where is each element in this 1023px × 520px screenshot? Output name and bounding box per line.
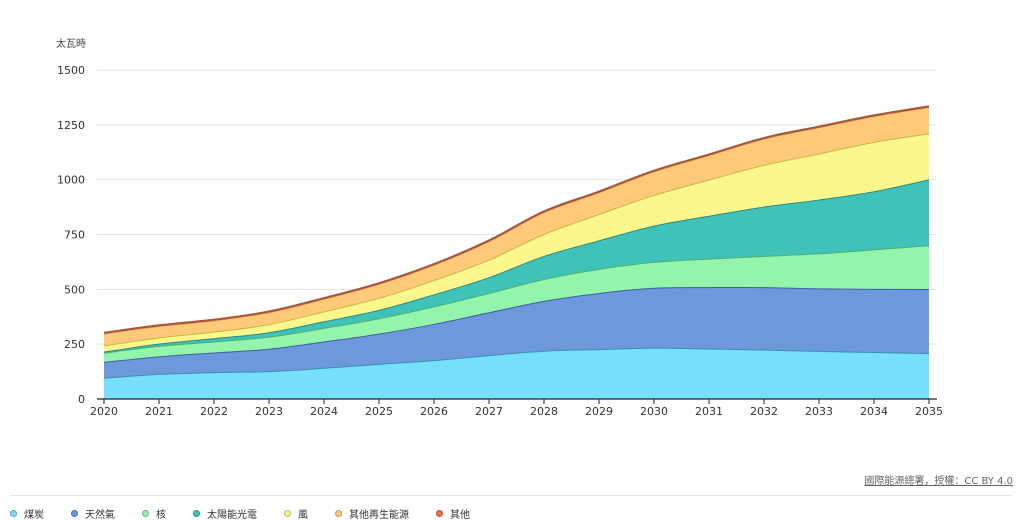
x-tick-label: 2034 (860, 405, 888, 418)
line-series-1 (103, 286, 930, 363)
x-tick-label: 2022 (200, 405, 228, 418)
x-tick-label: 2023 (255, 405, 283, 418)
x-tick-label: 2035 (915, 405, 943, 418)
legend-swatch (10, 510, 17, 517)
area-series-5[interactable] (104, 107, 929, 346)
source-link[interactable]: 國際能源總署，授權：CC BY 4.0 (864, 476, 1013, 487)
legend-swatch (284, 510, 291, 517)
legend-label: 核 (156, 510, 166, 520)
axes: 0 250 500 750 1000 1250 1500 2020 2021 2022 2023 20… (57, 64, 943, 418)
x-tick-label: 2025 (365, 405, 393, 418)
legend-swatch (142, 510, 149, 517)
legend-swatch (193, 510, 200, 517)
x-tick-label: 2030 (640, 405, 668, 418)
legend-swatch (71, 510, 78, 517)
legend-item[interactable]: 煤炭 (10, 506, 44, 520)
legend-item[interactable]: 風 (284, 506, 308, 520)
x-tick-label: 2033 (805, 405, 833, 418)
y-tick-label: 1500 (57, 64, 85, 77)
area-series-1[interactable] (104, 287, 929, 379)
legend: 煤炭 天然氣 核 太陽能光電 風 其他再生能源 其他 (10, 506, 497, 520)
legend-label: 煤炭 (24, 510, 44, 520)
y-tick-label: 1250 (57, 119, 85, 132)
legend-label: 風 (298, 510, 308, 520)
x-tick-label: 2024 (310, 405, 338, 418)
legend-label: 其他再生能源 (349, 510, 409, 520)
area-series-3[interactable] (104, 179, 929, 354)
legend-label: 天然氣 (85, 510, 115, 520)
legend-item[interactable]: 天然氣 (71, 506, 115, 520)
legend-label: 其他 (450, 510, 470, 520)
x-tick-label: 2029 (585, 405, 613, 418)
area-series-0[interactable] (104, 348, 929, 399)
x-tick-label: 2027 (475, 405, 503, 418)
y-axis-unit-label: 太瓦時 (56, 37, 86, 50)
y-tick-label: 500 (64, 283, 85, 296)
legend-item[interactable]: 其他 (436, 506, 470, 520)
area-series-2[interactable] (104, 245, 929, 363)
line-series-3 (103, 179, 930, 353)
x-tick-label: 2028 (530, 405, 558, 418)
x-tick-label: 2031 (695, 405, 723, 418)
y-tick-label: 1000 (57, 174, 85, 187)
legend-swatch (335, 510, 342, 517)
line-series-2 (103, 245, 930, 354)
line-series-6 (103, 105, 930, 334)
legend-item[interactable]: 太陽能光電 (193, 506, 257, 520)
x-tick-label: 2026 (420, 405, 448, 418)
y-tick-label: 250 (64, 338, 85, 351)
legend-divider (10, 495, 1013, 496)
line-series-4 (103, 133, 930, 347)
legend-swatch (436, 510, 443, 517)
x-tick-label: 2032 (750, 405, 778, 418)
area-series-4[interactable] (104, 133, 929, 353)
x-tick-label: 2020 (90, 405, 118, 418)
y-tick-label: 0 (78, 393, 85, 406)
legend-item[interactable]: 核 (142, 506, 166, 520)
line-series-0 (103, 347, 930, 379)
area-series-group (104, 106, 929, 399)
y-tick-label: 750 (64, 229, 85, 242)
series-lines-group (103, 105, 930, 379)
legend-item[interactable]: 其他再生能源 (335, 506, 409, 520)
x-tick-label: 2021 (145, 405, 173, 418)
legend-label: 太陽能光電 (207, 510, 257, 520)
